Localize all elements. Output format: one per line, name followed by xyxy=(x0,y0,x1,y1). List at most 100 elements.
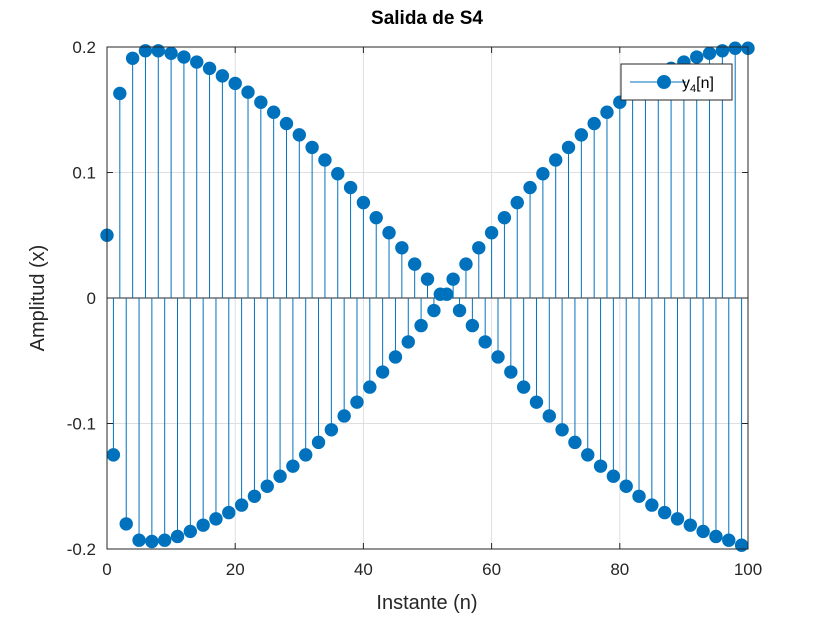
stem-marker xyxy=(350,395,364,409)
stem-marker xyxy=(407,257,422,271)
stem-marker xyxy=(343,180,358,195)
stem-marker xyxy=(170,529,185,544)
stem-marker xyxy=(606,469,621,483)
stem-marker xyxy=(504,365,518,379)
stem-marker xyxy=(593,459,608,473)
chart-title: Salida de S4 xyxy=(371,8,483,29)
stem-marker xyxy=(587,116,601,131)
stem-marker xyxy=(484,226,499,240)
stem-marker xyxy=(157,533,172,547)
stem-marker xyxy=(292,128,306,142)
stem-marker xyxy=(516,380,531,394)
stem-marker xyxy=(420,272,435,286)
y-axis-label: Amplitud (x) xyxy=(27,245,49,352)
stem-marker xyxy=(574,128,589,142)
stem-marker xyxy=(196,518,210,532)
stem-marker xyxy=(113,86,127,101)
stem-marker xyxy=(683,518,698,532)
stem-marker xyxy=(395,241,409,255)
stem-marker xyxy=(190,55,204,69)
stem-marker xyxy=(555,423,569,437)
stem-marker xyxy=(401,335,415,349)
stem-marker xyxy=(722,533,736,547)
stem-marker xyxy=(299,448,313,462)
stem-marker xyxy=(645,498,659,512)
stem-marker xyxy=(228,76,242,91)
stem-marker xyxy=(241,85,255,99)
stem-marker xyxy=(529,395,544,409)
stem-marker xyxy=(215,69,230,83)
x-tick-label: 80 xyxy=(610,560,629,579)
x-tick-label: 100 xyxy=(734,560,762,579)
stem-marker xyxy=(254,95,268,109)
stem-marker xyxy=(279,116,294,131)
stem-marker xyxy=(478,335,492,349)
stem-marker xyxy=(670,512,685,526)
stem-marker xyxy=(247,489,262,503)
stem-marker xyxy=(459,257,473,271)
stem-marker xyxy=(568,435,582,450)
stem-marker xyxy=(119,517,133,531)
stem-marker xyxy=(427,303,441,318)
legend-label-base: y xyxy=(682,75,690,92)
y-tick-label: 0 xyxy=(87,289,96,308)
stem-marker xyxy=(702,46,717,60)
stem-marker xyxy=(728,41,742,55)
y-tick-label: -0.1 xyxy=(67,415,96,434)
stem-marker xyxy=(715,44,730,58)
stem-marker xyxy=(472,241,486,255)
stem-marker xyxy=(318,153,332,167)
x-tick-labels: 0 20 40 60 80 100 xyxy=(102,560,762,579)
stem-marker xyxy=(465,318,480,333)
stem-marker xyxy=(600,105,614,119)
y-tick-label: 0.1 xyxy=(72,164,96,183)
x-tick-label: 20 xyxy=(226,560,245,579)
stem-marker xyxy=(549,153,563,167)
stem-marker xyxy=(510,195,524,210)
stem-marker xyxy=(363,380,377,394)
stem-marker xyxy=(375,365,390,379)
stem-marker xyxy=(125,51,140,65)
stem-marker xyxy=(260,479,274,493)
stem-series xyxy=(100,41,755,552)
stem-marker xyxy=(324,423,339,437)
y-tick-label: 0.2 xyxy=(72,38,96,57)
stem-marker xyxy=(696,524,710,539)
stem-marker xyxy=(151,44,165,58)
stem-marker xyxy=(164,46,178,60)
stem-marker xyxy=(286,459,300,473)
legend-marker xyxy=(657,75,671,89)
stem-marker xyxy=(106,448,121,462)
stem-marker xyxy=(222,505,236,520)
stem-marker xyxy=(209,512,223,526)
stem-marker xyxy=(542,409,556,423)
legend-label-sub: 4 xyxy=(690,83,696,95)
x-tick-label: 0 xyxy=(102,560,111,579)
legend-label: y4[n] xyxy=(682,75,714,95)
stem-marker xyxy=(305,140,319,155)
stem-marker xyxy=(491,350,505,364)
y-tick-label: -0.2 xyxy=(67,540,96,559)
x-tick-label: 40 xyxy=(354,560,373,579)
stem-marker xyxy=(273,469,287,483)
legend: y4[n] xyxy=(620,63,733,101)
stem-marker xyxy=(497,210,512,225)
stem-marker xyxy=(709,529,723,544)
stem-marker xyxy=(581,448,595,462)
stem-marker xyxy=(382,226,396,240)
stem-marker xyxy=(523,180,537,195)
stem-marker xyxy=(561,140,576,155)
stem-marker xyxy=(440,287,454,301)
stem-marker xyxy=(337,409,351,423)
axis-ticks xyxy=(106,46,749,550)
stem-marker xyxy=(356,195,371,210)
x-axis-label: Instante (n) xyxy=(376,592,477,614)
x-tick-label: 60 xyxy=(482,560,501,579)
stem-marker xyxy=(202,61,217,76)
stem-marker xyxy=(266,105,281,119)
stem-marker xyxy=(690,50,704,64)
stem-marker xyxy=(132,533,146,547)
stem-marker xyxy=(632,489,646,503)
stem-marker xyxy=(452,303,467,318)
